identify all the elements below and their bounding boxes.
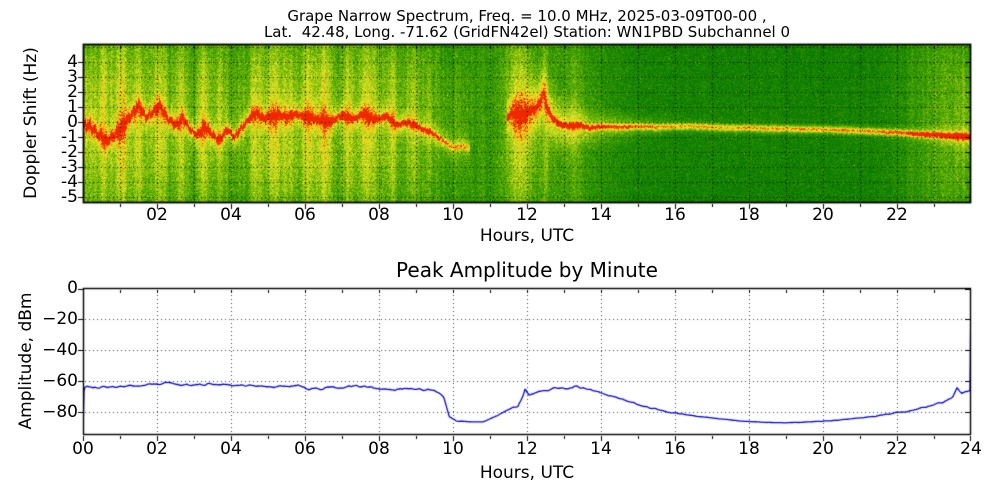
tick-label: 2: [67, 82, 78, 102]
tick-label: 22: [886, 205, 908, 225]
tick-label: 18: [738, 205, 760, 225]
tick-label: 12: [516, 205, 538, 225]
tick-label: 02: [146, 439, 168, 459]
tick-label: 14: [590, 205, 612, 225]
tick-label: 08: [368, 205, 390, 225]
spectrogram-title-line1: Grape Narrow Spectrum, Freq. = 10.0 MHz,…: [287, 7, 767, 25]
tick-label: 24: [960, 439, 982, 459]
tick-label: -4: [61, 172, 78, 192]
tick-label: 22: [886, 439, 908, 459]
spectrogram-x-axis-label: Hours, UTC: [479, 226, 575, 246]
tick-label: 20: [812, 205, 834, 225]
tick-label: -3: [61, 157, 78, 177]
tick-label: 18: [738, 439, 760, 459]
tick-label: 16: [664, 205, 686, 225]
tick-label: −20: [42, 308, 78, 329]
tick-label: −80: [42, 401, 78, 422]
tick-label: 12: [516, 439, 538, 459]
tick-label: 10: [442, 205, 464, 225]
tick-label: −40: [42, 339, 78, 360]
tick-label: 20: [812, 439, 834, 459]
tick-label: 14: [590, 439, 612, 459]
tick-label: 1: [67, 97, 78, 117]
spectrogram-title-line2: Lat. 42.48, Long. -71.62 (GridFN42el) St…: [263, 23, 791, 41]
tick-label: 06: [294, 439, 316, 459]
tick-label: 08: [368, 439, 390, 459]
spectrogram-title: Grape Narrow Spectrum, Freq. = 10.0 MHz,…: [83, 8, 971, 40]
tick-label: -1: [61, 127, 78, 147]
tick-label: 3: [67, 67, 78, 87]
tick-label: 04: [220, 439, 242, 459]
tick-label: -2: [61, 142, 78, 162]
tick-label: −60: [42, 370, 78, 391]
tick-label: 0: [67, 278, 78, 298]
tick-label: 0: [67, 112, 78, 132]
amplitude-title: Peak Amplitude by Minute: [396, 258, 658, 282]
tick-label: 06: [294, 205, 316, 225]
tick-label: 10: [442, 439, 464, 459]
tick-label: -5: [61, 187, 78, 207]
tick-label: 04: [220, 205, 242, 225]
amplitude-x-axis-label: Hours, UTC: [479, 463, 575, 483]
tick-label: 02: [146, 205, 168, 225]
tick-label: 16: [664, 439, 686, 459]
tick-label: 4: [67, 52, 78, 72]
tick-label: 00: [72, 439, 94, 459]
